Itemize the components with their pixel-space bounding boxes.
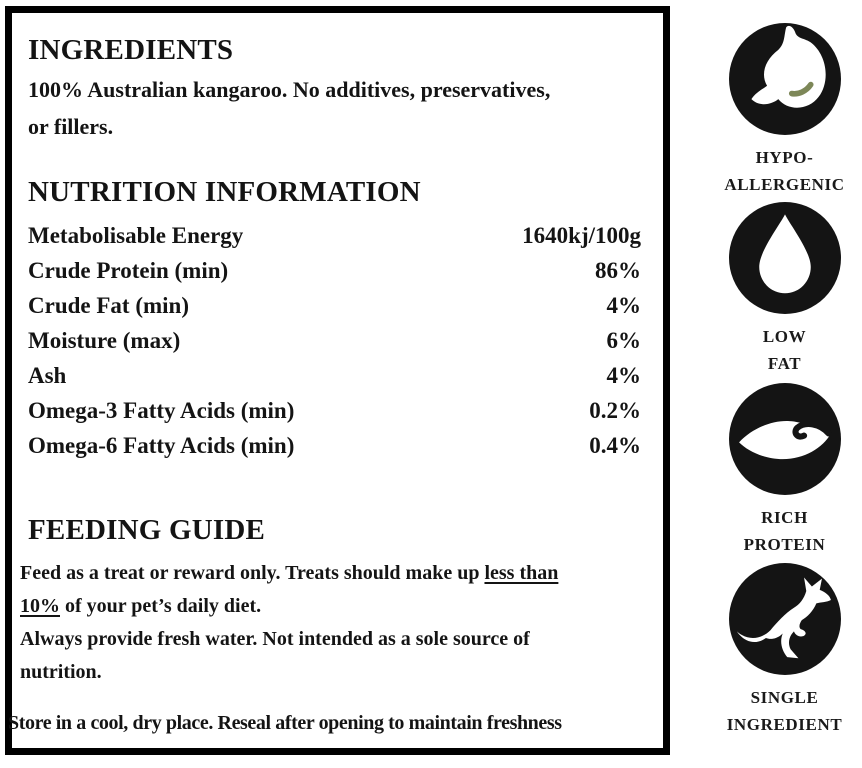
feeding-line: nutrition. xyxy=(20,660,102,683)
nutrition-label: Omega-6 Fatty Acids (min) xyxy=(28,433,295,459)
nutrition-label: Ash xyxy=(28,363,67,389)
stomach-icon xyxy=(728,23,841,135)
water-drop-icon xyxy=(728,202,841,314)
badge-hypoallergenic: HYPO- ALLERGENIC xyxy=(702,23,862,198)
feeding-line: Feed as a treat or reward only. Treats s… xyxy=(20,557,647,590)
nutrition-label: Metabolisable Energy xyxy=(28,223,244,249)
nutrition-value: 4% xyxy=(606,363,642,389)
feeding-text-segment: Feed as a treat or reward only. Treats s… xyxy=(20,561,485,584)
nutrition-row: Crude Fat (min) 4% xyxy=(28,288,641,323)
nutrition-heading: NUTRITION INFORMATION xyxy=(28,176,421,209)
ingredients-heading: INGREDIENTS xyxy=(28,34,234,66)
feeding-text-underlined: less than xyxy=(484,561,559,584)
badge-label-line: HYPO- xyxy=(755,148,814,167)
kangaroo-icon xyxy=(728,563,841,675)
nutrition-row: Crude Protein (min) 86% xyxy=(28,253,641,288)
ingredients-line: 100% Australian kangaroo. No additives, … xyxy=(28,77,551,103)
feeding-line: 10% of your pet’s daily diet. xyxy=(20,590,647,623)
feeding-line: Always provide fresh water. Not intended… xyxy=(20,627,530,650)
badge-low-fat: LOW FAT xyxy=(702,202,862,377)
meat-cut-icon xyxy=(728,383,841,495)
label-content: INGREDIENTS 100% Australian kangaroo. No… xyxy=(8,13,663,748)
nutrition-value: 4% xyxy=(606,293,642,319)
nutrition-value: 0.4% xyxy=(589,433,641,459)
badge-label: HYPO- ALLERGENIC xyxy=(702,144,862,198)
nutrition-value: 0.2% xyxy=(589,398,641,424)
ingredients-text: 100% Australian kangaroo. No additives, … xyxy=(28,71,647,145)
nutrition-label-panel: INGREDIENTS 100% Australian kangaroo. No… xyxy=(5,6,670,755)
nutrition-row: Metabolisable Energy 1640kj/100g xyxy=(28,218,641,253)
nutrition-row: Ash 4% xyxy=(28,358,641,393)
feeding-text-segment: of your pet’s daily diet. xyxy=(60,594,262,617)
badge-rich-protein: RICH PROTEIN xyxy=(702,383,862,558)
ingredients-line: or fillers. xyxy=(28,114,114,140)
nutrition-label: Omega-3 Fatty Acids (min) xyxy=(28,398,295,424)
feeding-guide-heading: FEEDING GUIDE xyxy=(28,514,266,547)
badge-label-line: RICH xyxy=(761,508,808,527)
storage-note: Store in a cool, dry place. Reseal after… xyxy=(8,712,562,734)
feeding-guide-text: Feed as a treat or reward only. Treats s… xyxy=(20,557,647,689)
badge-label: RICH PROTEIN xyxy=(702,504,862,558)
badge-label-line: INGREDIENT xyxy=(726,715,843,734)
nutrition-value: 86% xyxy=(595,258,641,284)
badge-single-ingredient: SINGLE INGREDIENT xyxy=(702,563,862,738)
nutrition-value: 1640kj/100g xyxy=(522,223,641,249)
nutrition-label: Crude Protein (min) xyxy=(28,258,229,284)
badge-label: SINGLE INGREDIENT xyxy=(702,684,862,738)
badge-label-line: LOW xyxy=(762,327,807,346)
nutrition-row: Omega-6 Fatty Acids (min) 0.4% xyxy=(28,428,641,463)
nutrition-row: Moisture (max) 6% xyxy=(28,323,641,358)
feeding-text-underlined: 10% xyxy=(20,594,60,617)
badge-label-line: FAT xyxy=(767,354,802,373)
nutrition-value: 6% xyxy=(606,328,642,354)
nutrition-row: Omega-3 Fatty Acids (min) 0.2% xyxy=(28,393,641,428)
nutrition-table: Metabolisable Energy 1640kj/100g Crude P… xyxy=(28,218,647,463)
badge-label-line: SINGLE xyxy=(750,688,819,707)
nutrition-label: Moisture (max) xyxy=(28,328,181,354)
nutrition-label: Crude Fat (min) xyxy=(28,293,189,319)
badge-label: LOW FAT xyxy=(702,323,862,377)
badge-label-line: ALLERGENIC xyxy=(724,175,845,194)
badge-label-line: PROTEIN xyxy=(743,535,826,554)
